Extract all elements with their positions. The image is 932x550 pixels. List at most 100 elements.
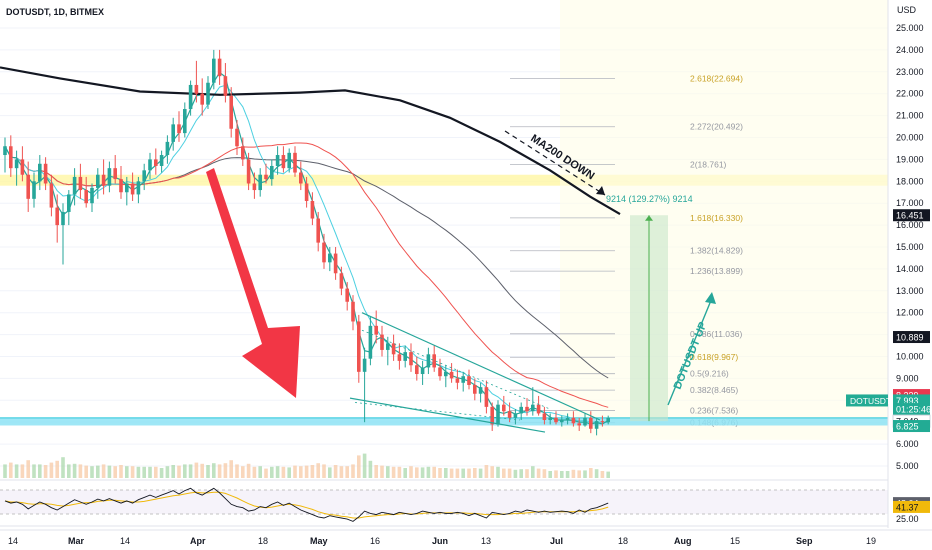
candle-body [554, 417, 558, 423]
candle-body [513, 413, 518, 418]
candle-body [310, 201, 315, 219]
price-tick-label: 16.000 [896, 220, 924, 230]
volume-bar [357, 455, 361, 478]
volume-bar [43, 465, 48, 478]
time-tick-label: Jul [550, 536, 563, 546]
price-tick-label: 22.000 [896, 89, 924, 99]
candle-body [420, 367, 425, 375]
volume-bar [55, 460, 59, 478]
candle-body [67, 194, 71, 212]
price-tick-label: 21.000 [896, 111, 924, 121]
candle-body [345, 288, 349, 302]
symbol-badge [846, 394, 888, 407]
volume-bar [507, 468, 512, 478]
candle-body [449, 371, 454, 379]
candle-body [78, 176, 83, 191]
candle-body [165, 141, 170, 156]
candle-body [426, 354, 431, 368]
fib-level-label: 0.382(8.465) [690, 385, 738, 395]
ma-10-line [4, 71, 609, 425]
volume-bar [14, 464, 19, 478]
candle-body [368, 325, 373, 359]
volume-bar [397, 466, 402, 478]
volume-bar [322, 464, 326, 478]
candle-body [461, 376, 465, 383]
volume-bar [223, 463, 228, 478]
volume-bar [165, 466, 170, 478]
volume-bar [420, 467, 425, 478]
candle-body [478, 387, 483, 394]
time-tick-label: 13 [481, 536, 491, 546]
volume-bar [32, 464, 36, 478]
candle-body [241, 146, 245, 160]
candle-body [96, 174, 100, 188]
volume-bar [345, 466, 349, 478]
fib-level-label: 1.618(16.330) [690, 213, 743, 223]
candle-body [142, 170, 146, 182]
rsi-line [4, 487, 609, 522]
candle-body [281, 155, 286, 169]
candle-body [304, 183, 309, 202]
candle-body [223, 76, 228, 96]
volume-bar [461, 468, 465, 478]
volume-bar [333, 465, 338, 478]
candle-body [362, 358, 367, 372]
candle-body [264, 174, 268, 180]
candle-body [200, 93, 204, 105]
volume-bar [252, 466, 257, 478]
fib-level-label: 2.618(22.694) [690, 74, 743, 84]
volume-bar [171, 465, 175, 478]
volume-bar [467, 468, 471, 478]
volume-bar [560, 471, 564, 478]
candle-body [594, 421, 599, 429]
candle-body [246, 159, 251, 184]
candle-body [548, 417, 552, 421]
volume-bar [200, 463, 204, 478]
volume-bar [444, 468, 448, 478]
candle-body [154, 159, 158, 166]
candle-body [194, 84, 199, 94]
price-axis-bg [888, 0, 932, 550]
volume-bar [415, 467, 419, 478]
price-tick-label: 23.000 [896, 67, 924, 77]
volume-bar [380, 465, 384, 478]
candle-body [299, 172, 303, 184]
volume-bar [409, 466, 413, 478]
volume-bar [362, 453, 367, 478]
volume-bar [26, 460, 30, 478]
fib-level-label: 0.5(9.216) [690, 369, 729, 379]
price-badge [893, 209, 930, 222]
fib-level-label: 2.272(20.492) [690, 122, 743, 132]
candle-body [125, 183, 129, 193]
candle-body [148, 159, 152, 171]
volume-bar [130, 466, 135, 478]
candle-body [380, 334, 384, 350]
candle-body [90, 187, 94, 204]
candle-body [496, 404, 500, 425]
candle-body [525, 406, 529, 412]
volume-bar [473, 468, 477, 478]
volume-bar [246, 463, 251, 478]
time-tick-label: Sep [796, 536, 813, 546]
volume-bar [183, 464, 187, 478]
volume-bar [600, 471, 605, 478]
price-tick-label: 19.000 [896, 154, 924, 164]
time-tick-label: 18 [258, 536, 268, 546]
price-tick-label: 18.000 [896, 176, 924, 186]
candle-body [9, 146, 13, 169]
price-tick-label: 6.000 [896, 439, 919, 449]
volume-bar [78, 464, 83, 478]
time-tick-label: Apr [190, 536, 206, 546]
volume-bar [577, 470, 581, 478]
volume-bar [310, 465, 315, 478]
volume-bar [258, 466, 262, 478]
volume-bar [194, 462, 199, 478]
volume-bar [484, 465, 489, 478]
candle-body [72, 176, 77, 195]
volume-bar [270, 466, 274, 478]
candle-body [351, 301, 355, 322]
candle-body [490, 406, 494, 425]
price-tick-label: 25.000 [896, 23, 924, 33]
volume-bar [38, 464, 42, 478]
